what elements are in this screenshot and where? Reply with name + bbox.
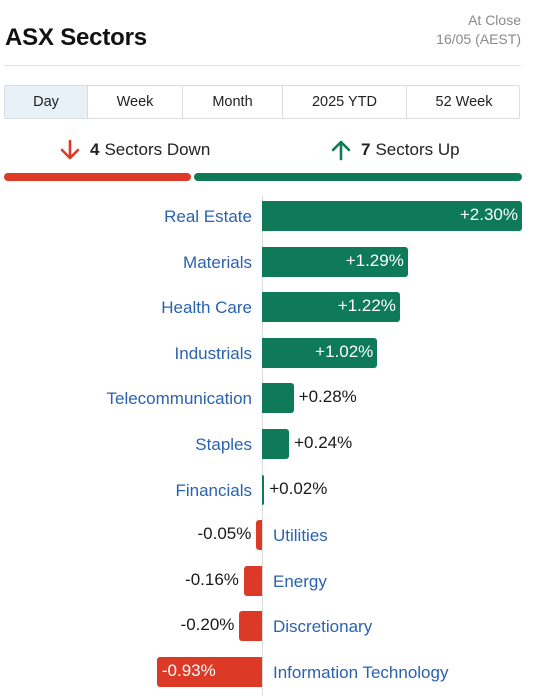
sectors-down-count: 4 [90,140,100,159]
market-status: At Close 16/05 (AEST) [436,11,521,49]
tab-ytd[interactable]: 2025 YTD [283,86,407,118]
bar-staples [262,429,290,459]
value-label-health-care: +1.22% [337,296,396,316]
value-label-staples: +0.24% [294,433,353,452]
sectors-up-label: Sectors Up [375,140,460,159]
bar-discretionary [239,611,262,642]
sectors-up-bar [194,173,522,181]
sector-label-materials[interactable]: Materials [183,252,252,272]
sectors-up-count: 7 [361,140,371,159]
bar-health-care [262,292,400,323]
market-status-label: At Close [468,12,521,28]
bar-utilities [256,520,262,551]
bar-telecommunication [262,383,294,414]
bar-financials [262,474,265,505]
value-label-utilities: -0.05% [197,524,252,544]
value-label-materials: +1.29% [345,250,404,270]
tab-month[interactable]: Month [183,86,283,118]
bar-real-estate [262,201,522,231]
bar-industrials [262,337,378,368]
market-status-date: 16/05 (AEST) [436,31,521,47]
value-label-telecommunication: +0.28% [298,387,357,407]
arrow-down-icon [60,139,80,160]
sectors-down-label: Sectors Down [104,140,211,159]
sector-label-telecommunication[interactable]: Telecommunication [106,389,252,409]
value-label-discretionary: -0.20% [180,615,235,635]
value-label-real-estate: +2.30% [459,205,518,224]
tab-day[interactable]: Day [5,86,88,118]
sector-label-industrials[interactable]: Industrials [174,343,252,363]
arrow-up-icon [331,140,351,161]
tab-week[interactable]: Week [88,86,183,118]
bar-information-technology [156,657,262,687]
value-label-energy: -0.16% [185,569,239,589]
sectors-up-summary: 7 Sectors Up [331,139,460,161]
period-tabs: Day Week Month 2025 YTD 52 Week [4,85,520,119]
bar-energy [243,565,262,596]
sector-label-utilities[interactable]: Utilities [273,526,328,546]
sector-label-staples[interactable]: Staples [195,435,252,454]
value-label-industrials: +1.02% [315,341,374,361]
sectors-down-bar [4,173,191,181]
value-label-information-technology: -0.93% [161,661,216,680]
header-divider [4,65,521,66]
value-label-financials: +0.02% [269,478,328,498]
sector-label-real-estate[interactable]: Real Estate [164,207,252,226]
sector-label-energy[interactable]: Energy [273,571,327,591]
sector-label-financials[interactable]: Financials [175,480,252,500]
sector-label-discretionary[interactable]: Discretionary [273,617,373,637]
page-title: ASX Sectors [5,24,147,51]
sector-label-health-care[interactable]: Health Care [161,298,252,318]
sectors-down-summary: 4 Sectors Down [60,139,210,161]
tab-52-week[interactable]: 52 Week [435,94,493,110]
sector-label-information-technology[interactable]: Information Technology [273,663,449,682]
bar-materials [262,246,408,277]
